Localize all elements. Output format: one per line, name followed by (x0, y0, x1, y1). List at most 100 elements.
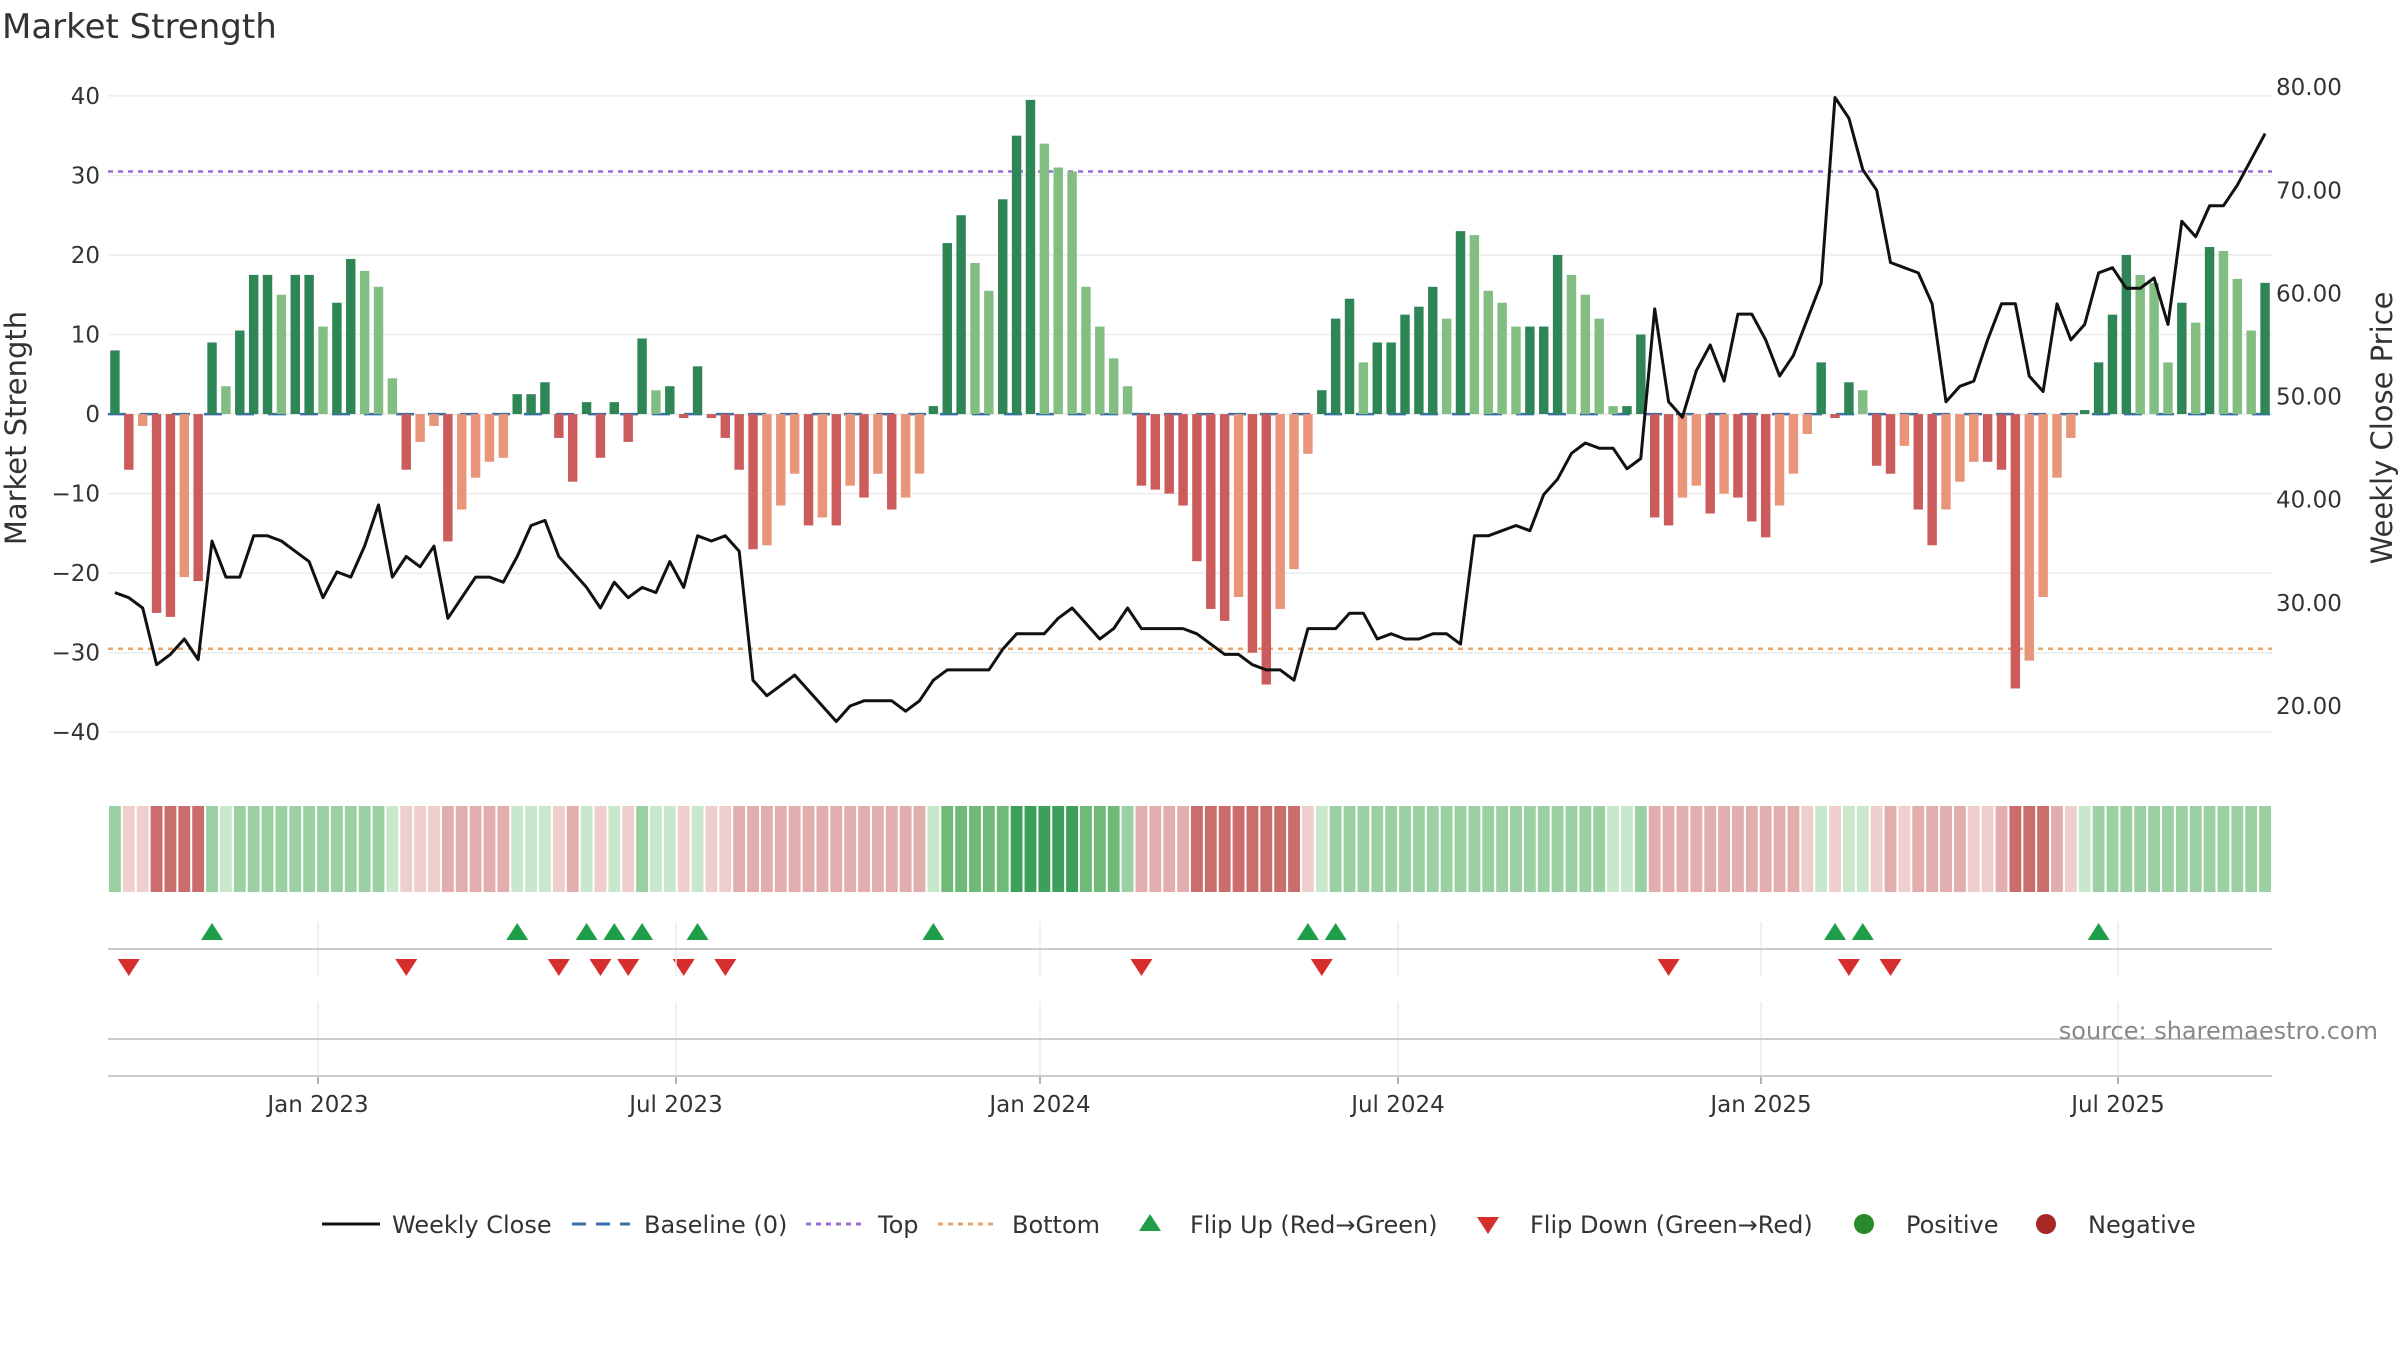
band-cell (719, 806, 732, 892)
strength-bar (956, 215, 966, 415)
strength-bar (2093, 362, 2104, 415)
band-cell (1842, 806, 1855, 892)
strength-bar (1317, 390, 1327, 415)
band-cell (969, 806, 981, 892)
legend-label: Top (877, 1211, 919, 1239)
band-cell (1745, 806, 1758, 892)
strength-bar (1233, 414, 1244, 598)
band-cell (539, 806, 551, 892)
strength-bar (2010, 414, 2021, 689)
strength-bar (1774, 414, 1785, 506)
strength-bar (1275, 414, 1285, 609)
flip-down-marker (395, 959, 418, 976)
flip-up-marker (1824, 923, 1847, 940)
band-cell (733, 806, 746, 892)
strength-bar (443, 414, 453, 542)
band-cell (178, 806, 191, 892)
band-cell (164, 806, 177, 892)
band-cell (996, 806, 1009, 892)
y2-tick-label: 50.00 (2276, 385, 2342, 411)
band-cell (1329, 806, 1342, 892)
strength-bar (1844, 382, 1854, 415)
flip-down-marker (1130, 959, 1153, 976)
strength-bar (1122, 386, 1133, 415)
strength-bar (1733, 414, 1743, 498)
strength-bar (429, 414, 439, 426)
band-cell (760, 806, 773, 892)
band-cell (303, 806, 316, 892)
strength-bar (179, 414, 190, 578)
band-cell (2231, 806, 2244, 892)
strength-bar (1095, 326, 1105, 415)
legend-label: Positive (1906, 1211, 1999, 1239)
strength-bar (1247, 414, 1258, 653)
y2-tick-label: 40.00 (2276, 488, 2342, 514)
band-cell (1482, 806, 1495, 892)
band-cell (1995, 806, 2008, 892)
legend-label: Flip Up (Red→Green) (1190, 1211, 1438, 1239)
band-cell (677, 806, 690, 892)
strength-bar (2080, 410, 2090, 415)
band-cell (428, 806, 440, 892)
band-cell (1315, 806, 1328, 892)
band-cell (233, 806, 246, 892)
band-cell (1412, 806, 1425, 892)
y-tick-label: −30 (51, 641, 100, 667)
band-cell (1940, 806, 1952, 892)
y2-tick-label: 30.00 (2276, 591, 2342, 617)
band-cell (2106, 806, 2119, 892)
strength-bar (1178, 414, 1188, 506)
band-cell (247, 806, 260, 892)
weekly-close-series (114, 96, 2267, 723)
strength-bar (1760, 414, 1771, 538)
band-cell (955, 806, 968, 892)
strength-bar (581, 402, 592, 415)
strength-bar (1053, 167, 1063, 415)
strength-bar (637, 338, 647, 415)
band-cell (1149, 806, 1162, 892)
legend-swatch (1139, 1214, 1161, 1231)
band-cell (927, 806, 940, 892)
strength-bar (221, 386, 231, 415)
strength-bar (1497, 302, 1507, 415)
strength-bar (2066, 414, 2076, 438)
band-cell (150, 806, 163, 892)
y-tick-label: 20 (71, 243, 100, 269)
strength-bar (1566, 274, 1577, 415)
strength-band (109, 806, 2271, 892)
legend-label: Weekly Close (392, 1211, 552, 1239)
band-cell (1426, 806, 1439, 892)
band-cell (261, 806, 274, 892)
band-cell (497, 806, 510, 892)
strength-bar (859, 414, 869, 498)
strength-bar (665, 386, 675, 415)
band-cell (566, 806, 579, 892)
band-cell (1690, 806, 1703, 892)
band-cell (317, 806, 329, 892)
strength-bar (1192, 414, 1202, 562)
y2-tick-label: 70.00 (2276, 178, 2342, 204)
band-cell (455, 806, 468, 892)
y-tick-label: −40 (51, 720, 100, 746)
strength-bar (124, 414, 134, 470)
y-tick-label: 40 (71, 84, 100, 110)
band-cell (2078, 806, 2091, 892)
band-cell (386, 806, 399, 892)
strength-bar (776, 414, 786, 506)
x-tick-label: Jul 2025 (2069, 1092, 2165, 1118)
band-cell (2092, 806, 2105, 892)
band-cell (1204, 806, 1217, 892)
band-cell (1648, 806, 1661, 892)
band-cell (1163, 806, 1176, 892)
band-cell (788, 806, 801, 892)
strength-bar (1025, 99, 1036, 415)
strength-bar (1885, 414, 1896, 474)
band-cell (1288, 806, 1300, 892)
band-cell (1121, 806, 1134, 892)
y-tick-label: 0 (85, 402, 100, 428)
band-cell (344, 806, 357, 892)
band-cell (1634, 806, 1647, 892)
strength-bar (498, 414, 509, 458)
band-cell (844, 806, 857, 892)
